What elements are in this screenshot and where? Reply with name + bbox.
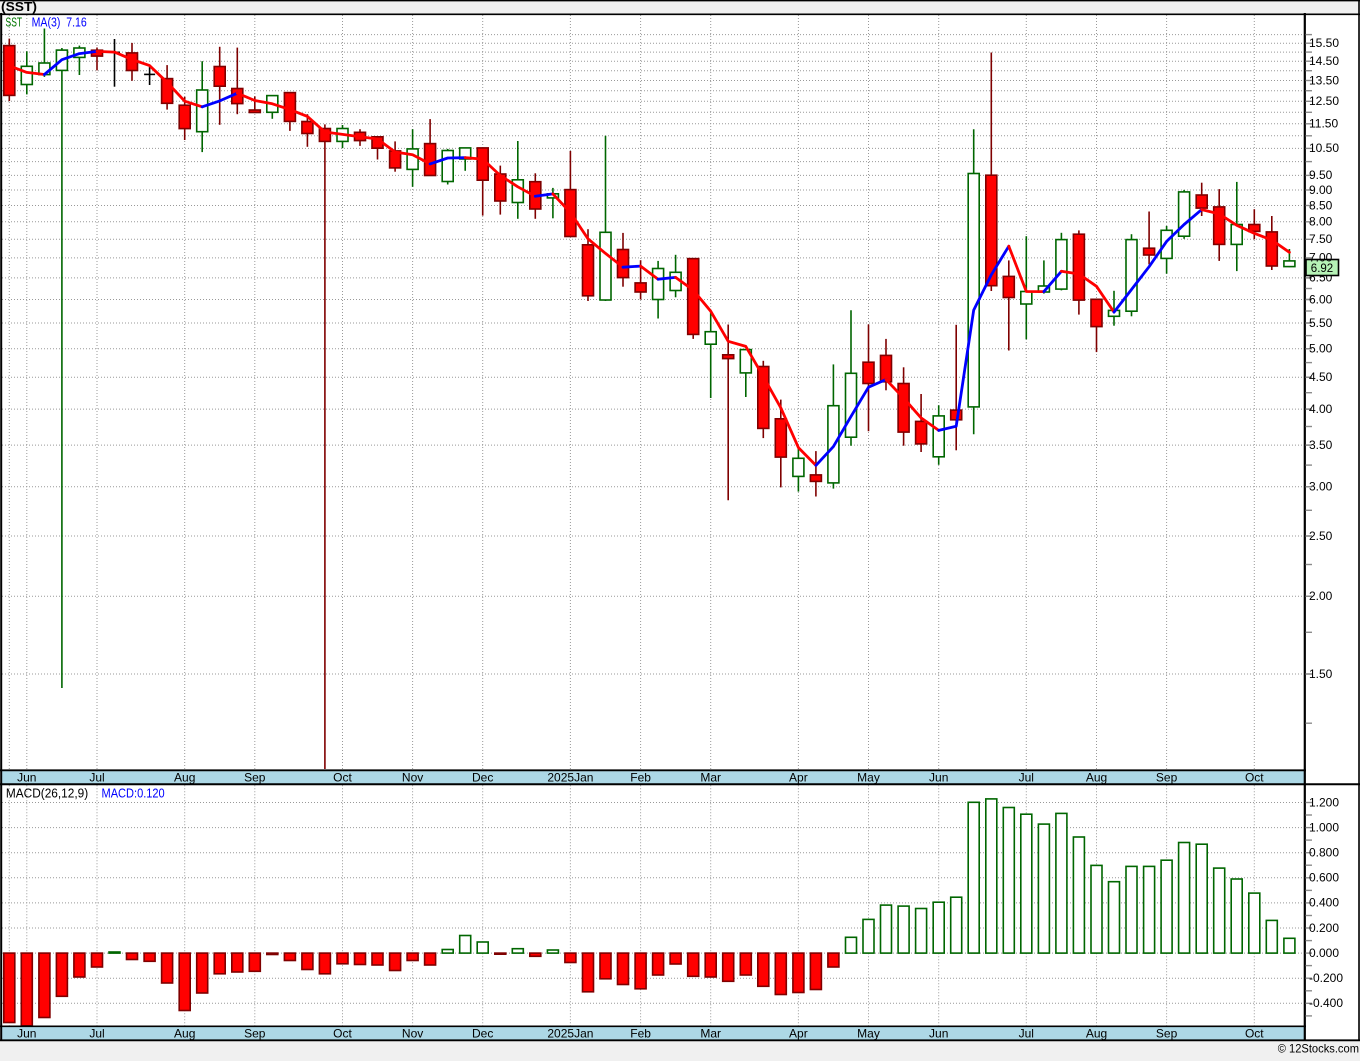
- svg-text:Jul: Jul: [1019, 1026, 1034, 1040]
- svg-text:1.000: 1.000: [1309, 820, 1339, 834]
- svg-text:4.00: 4.00: [1309, 402, 1333, 416]
- svg-text:5.00: 5.00: [1309, 342, 1333, 356]
- svg-text:Apr: Apr: [789, 770, 808, 784]
- svg-text:0.600: 0.600: [1309, 871, 1339, 885]
- svg-text:MA(3) 7.16: MA(3) 7.16: [32, 15, 87, 29]
- svg-text:Aug: Aug: [1086, 1026, 1107, 1040]
- svg-text:0.200: 0.200: [1309, 921, 1339, 935]
- svg-text:1.50: 1.50: [1309, 667, 1333, 681]
- svg-text:9.00: 9.00: [1309, 183, 1333, 197]
- svg-text:8.00: 8.00: [1309, 215, 1333, 229]
- svg-text:7.50: 7.50: [1309, 232, 1333, 246]
- svg-text:Oct: Oct: [1245, 770, 1264, 784]
- svg-text:3.50: 3.50: [1309, 438, 1333, 452]
- svg-text:Mar: Mar: [700, 1026, 721, 1040]
- svg-text:Jun: Jun: [17, 1026, 36, 1040]
- svg-text:3.00: 3.00: [1309, 480, 1333, 494]
- svg-text:Jun: Jun: [929, 770, 948, 784]
- svg-text:Oct: Oct: [1245, 1026, 1264, 1040]
- svg-text:Sep: Sep: [1156, 1026, 1178, 1040]
- svg-text:Oct: Oct: [333, 770, 352, 784]
- svg-text:6.92: 6.92: [1311, 263, 1333, 275]
- svg-text:Jun: Jun: [17, 770, 36, 784]
- svg-text:Mar: Mar: [700, 770, 721, 784]
- svg-text:Aug: Aug: [174, 1026, 195, 1040]
- svg-text:0.400: 0.400: [1309, 896, 1339, 910]
- svg-text:MACD:0.120: MACD:0.120: [102, 786, 165, 800]
- svg-text:5.50: 5.50: [1309, 316, 1333, 330]
- svg-text:MACD(26,12,9): MACD(26,12,9): [6, 786, 88, 800]
- svg-text:Jul: Jul: [89, 770, 104, 784]
- svg-text:May: May: [857, 1026, 880, 1040]
- svg-text:2025Jan: 2025Jan: [547, 770, 593, 784]
- svg-text:0.000: 0.000: [1309, 946, 1339, 960]
- svg-text:Aug: Aug: [174, 770, 195, 784]
- svg-text:Nov: Nov: [402, 1026, 423, 1040]
- svg-text:-0.200: -0.200: [1309, 971, 1343, 985]
- svg-text:Sep: Sep: [244, 1026, 266, 1040]
- svg-text:8.50: 8.50: [1309, 198, 1333, 212]
- svg-text:-0.400: -0.400: [1309, 996, 1343, 1010]
- svg-text:2.50: 2.50: [1309, 529, 1333, 543]
- svg-text:SST: SST: [6, 15, 23, 29]
- svg-text:12.50: 12.50: [1309, 94, 1339, 108]
- svg-text:Feb: Feb: [630, 770, 651, 784]
- svg-text:© 12Stocks.com: © 12Stocks.com: [1278, 1041, 1359, 1055]
- svg-text:Sep: Sep: [244, 770, 266, 784]
- svg-text:10.50: 10.50: [1309, 141, 1339, 155]
- svg-text:2.00: 2.00: [1309, 589, 1333, 603]
- svg-text:2025Jan: 2025Jan: [547, 1026, 593, 1040]
- svg-text:(SST): (SST): [1, 0, 37, 14]
- svg-text:Dec: Dec: [472, 1026, 493, 1040]
- svg-text:Jul: Jul: [89, 1026, 104, 1040]
- svg-text:Sep: Sep: [1156, 770, 1178, 784]
- svg-text:Apr: Apr: [789, 1026, 808, 1040]
- svg-text:15.50: 15.50: [1309, 36, 1339, 50]
- svg-text:7.00: 7.00: [1309, 251, 1333, 265]
- svg-text:9.50: 9.50: [1309, 168, 1333, 182]
- svg-text:May: May: [857, 770, 880, 784]
- svg-text:Dec: Dec: [472, 770, 493, 784]
- svg-text:Nov: Nov: [402, 770, 423, 784]
- svg-text:13.50: 13.50: [1309, 73, 1339, 87]
- svg-text:Oct: Oct: [333, 1026, 352, 1040]
- svg-text:Aug: Aug: [1086, 770, 1107, 784]
- svg-text:Feb: Feb: [630, 1026, 651, 1040]
- svg-text:11.50: 11.50: [1309, 117, 1338, 131]
- svg-text:Jun: Jun: [929, 1026, 948, 1040]
- svg-text:0.800: 0.800: [1309, 846, 1339, 860]
- svg-text:14.50: 14.50: [1309, 54, 1339, 68]
- svg-text:Jul: Jul: [1019, 770, 1034, 784]
- svg-text:6.00: 6.00: [1309, 292, 1333, 306]
- svg-text:4.50: 4.50: [1309, 370, 1333, 384]
- svg-text:1.200: 1.200: [1309, 795, 1339, 809]
